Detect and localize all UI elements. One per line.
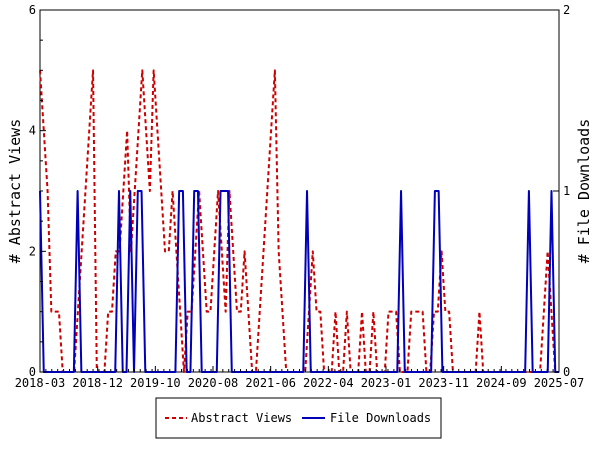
x-tick-label: 2024-09 (476, 376, 527, 390)
right-tick-label: 2 (563, 3, 570, 17)
legend: Abstract Views File Downloads (155, 397, 442, 439)
x-tick-label: 2025-07 (534, 376, 585, 390)
legend-label-abstract-views: Abstract Views (191, 411, 292, 425)
plot-area (39, 9, 560, 373)
left-tick-label: 6 (29, 3, 36, 17)
x-tick-label: 2018-12 (72, 376, 123, 390)
legend-label-file-downloads: File Downloads (330, 411, 431, 425)
ticks-layer: 0 2 4 6 0 1 2 2018-03 2018-12 2019-10 2020-08 2021-… (15, 3, 585, 390)
legend-box (155, 397, 442, 439)
x-tick-label: 2023-01 (361, 376, 412, 390)
x-tick-label: 2018-03 (15, 376, 66, 390)
right-tick-label: 1 (563, 184, 570, 198)
x-tick-label: 2022-04 (303, 376, 354, 390)
x-tick-label: 2023-11 (418, 376, 469, 390)
x-tick-label: 2021-06 (245, 376, 296, 390)
left-axis-title: # Abstract Views (6, 119, 24, 264)
right-tick-label: 0 (563, 365, 570, 379)
left-tick-label: 2 (29, 244, 36, 258)
x-tick-label: 2019-10 (130, 376, 181, 390)
x-tick-label: 2020-08 (188, 376, 239, 390)
left-tick-label: 4 (29, 124, 36, 138)
left-tick-label: 0 (29, 365, 36, 379)
right-axis-title: # File Downloads (575, 119, 593, 264)
